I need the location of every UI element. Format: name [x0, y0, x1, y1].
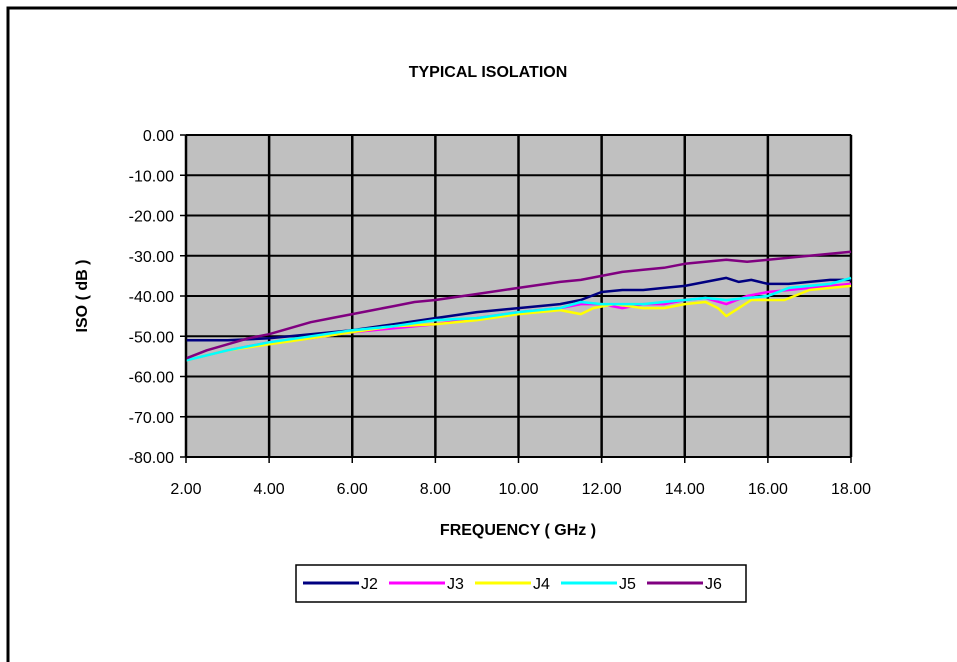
legend-label-j5: J5	[619, 576, 636, 593]
gridlines	[184, 134, 853, 458]
axes	[180, 134, 852, 463]
y-tick-label: -80.00	[129, 450, 174, 467]
x-tick-label: 6.00	[337, 481, 368, 498]
x-tick-label: 4.00	[254, 481, 285, 498]
x-tick-labels: 2.00 4.00 6.00 8.00 10.00 12.00 14.00 16.00 18.0…	[170, 481, 871, 498]
legend-label-j4: J4	[533, 576, 550, 593]
series-line-j5	[185, 276, 852, 362]
x-tick-label: 14.00	[665, 481, 705, 498]
x-tick-label: 10.00	[498, 481, 538, 498]
legend-label-j2: J2	[361, 576, 378, 593]
x-tick-label: 18.00	[831, 481, 871, 498]
y-axis-label: ISO ( dB )	[74, 260, 91, 333]
x-tick-label: 12.00	[582, 481, 622, 498]
x-axis-label: FREQUENCY ( GHz )	[440, 522, 596, 539]
x-tick-label: 8.00	[420, 481, 451, 498]
series-line-j4	[185, 284, 852, 362]
y-tick-label: -70.00	[129, 410, 174, 427]
legend: J2 J3 J4 J5 J6	[303, 576, 722, 593]
y-tick-label: -30.00	[129, 249, 174, 266]
series-line-j6	[185, 250, 852, 360]
chart-title: TYPICAL ISOLATION	[409, 64, 568, 81]
y-tick-labels: 0.00 -10.00 -20.00 -30.00 -40.00 -50.00 -60.00…	[129, 128, 174, 467]
y-tick-label: -20.00	[129, 209, 174, 226]
legend-label-j6: J6	[705, 576, 722, 593]
y-tick-label: -10.00	[129, 168, 174, 185]
series-lines	[185, 250, 852, 362]
y-tick-label: -50.00	[129, 329, 174, 346]
x-tick-label: 2.00	[170, 481, 201, 498]
y-tick-label: 0.00	[143, 128, 174, 145]
y-tick-label: -40.00	[129, 289, 174, 306]
legend-label-j3: J3	[447, 576, 464, 593]
y-tick-label: -60.00	[129, 370, 174, 387]
x-tick-label: 16.00	[748, 481, 788, 498]
